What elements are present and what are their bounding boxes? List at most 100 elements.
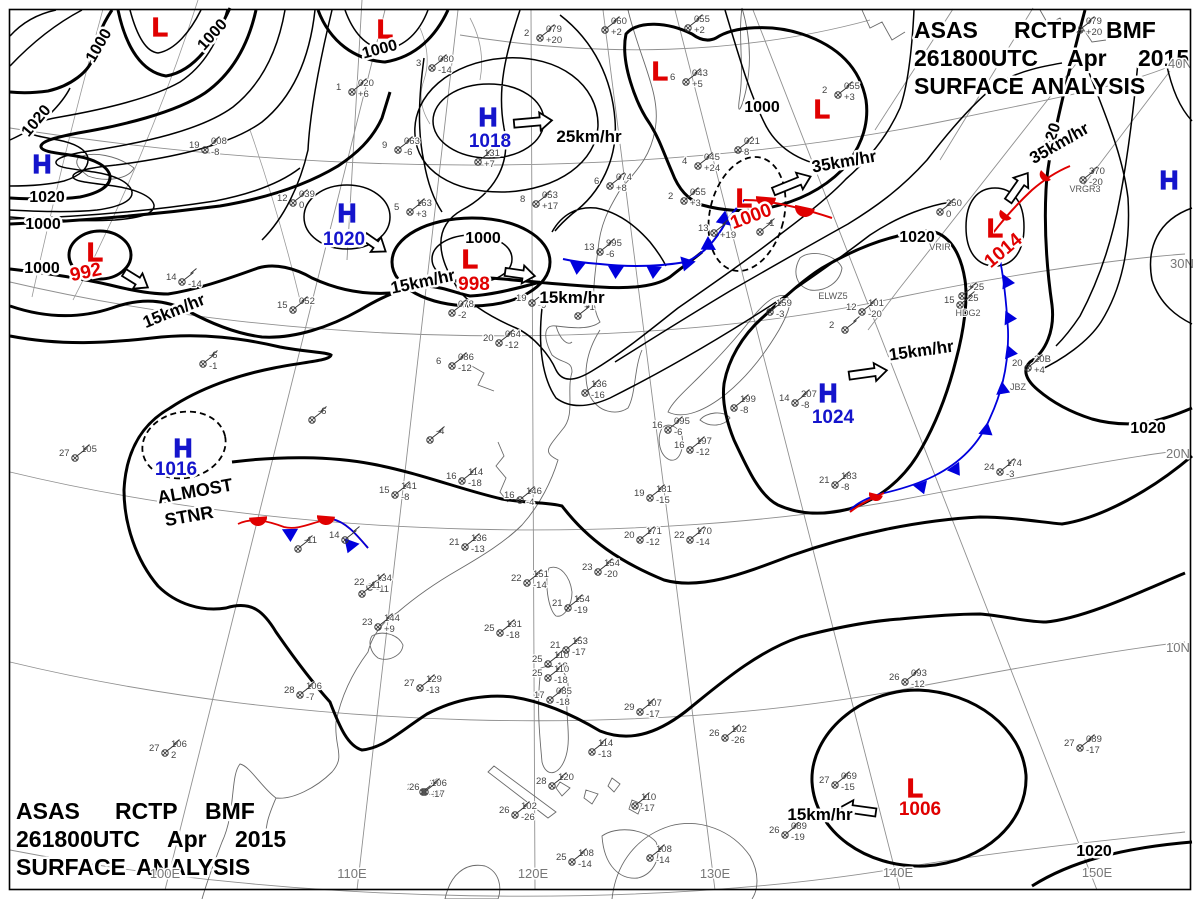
- svg-text:2015: 2015: [235, 826, 286, 852]
- svg-text:064: 064: [505, 329, 521, 340]
- svg-text:-17: -17: [1086, 745, 1100, 756]
- svg-text:13: 13: [584, 242, 595, 253]
- svg-text:-4: -4: [526, 497, 534, 508]
- svg-text:25km/hr: 25km/hr: [556, 127, 622, 146]
- svg-text:-15: -15: [656, 495, 670, 506]
- svg-text:20: 20: [483, 333, 494, 344]
- svg-text:16: 16: [674, 440, 685, 451]
- svg-text:25: 25: [532, 668, 543, 679]
- svg-text:15: 15: [944, 295, 955, 306]
- svg-text:28: 28: [536, 776, 547, 787]
- svg-text:+3: +3: [844, 92, 855, 103]
- svg-text:Apr: Apr: [1067, 45, 1107, 71]
- svg-text:26: 26: [889, 672, 900, 683]
- svg-text:144: 144: [384, 613, 400, 624]
- svg-text:16: 16: [504, 490, 515, 501]
- svg-text:1020: 1020: [899, 229, 935, 246]
- svg-text:-13: -13: [426, 685, 440, 696]
- svg-text:-14: -14: [578, 859, 592, 870]
- svg-text:-17: -17: [572, 647, 586, 658]
- svg-text:101: 101: [868, 298, 884, 309]
- svg-text:114: 114: [598, 738, 613, 749]
- svg-text:20: 20: [1012, 358, 1023, 369]
- svg-text:-18: -18: [554, 675, 568, 686]
- svg-text:25: 25: [484, 623, 495, 634]
- svg-text:29: 29: [407, 782, 418, 793]
- svg-text:-16: -16: [591, 390, 605, 401]
- svg-text:8: 8: [744, 147, 749, 158]
- svg-text:14: 14: [329, 530, 340, 541]
- svg-text:079: 079: [1086, 16, 1102, 27]
- svg-text:110E: 110E: [337, 866, 367, 881]
- svg-text:27: 27: [1064, 738, 1075, 749]
- svg-text:136: 136: [591, 379, 607, 390]
- svg-text:089: 089: [791, 821, 807, 832]
- svg-text:1020: 1020: [1130, 420, 1166, 437]
- svg-text:1020: 1020: [1076, 843, 1112, 860]
- svg-text:21: 21: [550, 640, 561, 651]
- svg-text:26: 26: [499, 805, 510, 816]
- svg-text:16: 16: [652, 420, 663, 431]
- svg-text:+19: +19: [720, 230, 736, 241]
- svg-text:L: L: [907, 773, 923, 803]
- svg-text:27: 27: [149, 743, 160, 754]
- svg-text:+20: +20: [546, 35, 562, 46]
- svg-text:22: 22: [511, 573, 522, 584]
- svg-text:-3: -3: [1006, 469, 1014, 480]
- svg-text:26: 26: [409, 782, 420, 793]
- svg-text:25: 25: [556, 852, 567, 863]
- svg-text:-11: -11: [368, 580, 381, 591]
- svg-text:108: 108: [578, 848, 594, 859]
- svg-text:130E: 130E: [700, 866, 731, 881]
- svg-text:15km/hr: 15km/hr: [539, 288, 605, 307]
- svg-text:40N: 40N: [1168, 56, 1192, 71]
- svg-text:-17: -17: [646, 709, 660, 720]
- svg-text:1020: 1020: [29, 189, 65, 206]
- svg-text:110: 110: [641, 792, 656, 803]
- svg-text:159: 159: [776, 298, 792, 309]
- svg-text:L: L: [814, 94, 830, 124]
- svg-text:-19: -19: [791, 832, 805, 843]
- svg-text:15: 15: [379, 485, 390, 496]
- svg-text:107: 107: [646, 698, 662, 709]
- svg-text:131: 131: [484, 148, 500, 159]
- svg-text:995: 995: [606, 238, 622, 249]
- svg-text:L: L: [152, 12, 168, 42]
- svg-text:039: 039: [299, 189, 315, 200]
- svg-text:19: 19: [189, 140, 200, 151]
- svg-text:2: 2: [171, 750, 176, 761]
- svg-text:-8: -8: [841, 482, 849, 493]
- svg-text:8: 8: [520, 194, 525, 205]
- svg-text:-12: -12: [458, 363, 472, 374]
- svg-text:-12: -12: [911, 679, 925, 690]
- svg-text:1000: 1000: [25, 216, 61, 233]
- svg-text:6: 6: [670, 72, 675, 83]
- svg-text:078: 078: [458, 299, 474, 310]
- svg-text:181: 181: [656, 484, 672, 495]
- svg-text:20N: 20N: [1166, 446, 1190, 461]
- svg-text:-14: -14: [696, 537, 710, 548]
- svg-text:H: H: [819, 378, 838, 408]
- svg-text:110: 110: [554, 650, 569, 661]
- svg-text:H: H: [33, 149, 52, 179]
- svg-text:-3: -3: [776, 309, 784, 320]
- svg-text:L: L: [907, 773, 923, 803]
- svg-text:-14: -14: [188, 279, 202, 290]
- svg-text:27: 27: [819, 775, 830, 786]
- svg-text:6: 6: [436, 356, 441, 367]
- svg-text:153: 153: [572, 636, 588, 647]
- svg-text:-12: -12: [646, 537, 660, 548]
- svg-text:30N: 30N: [1170, 256, 1194, 271]
- svg-text:1024: 1024: [812, 407, 855, 428]
- svg-text:-11: -11: [376, 584, 389, 595]
- svg-text:6: 6: [594, 176, 599, 187]
- svg-text:1: 1: [336, 82, 341, 93]
- svg-text:+20: +20: [1086, 27, 1102, 38]
- svg-text:ANALYSIS: ANALYSIS: [136, 854, 250, 880]
- svg-text:-20: -20: [604, 569, 618, 580]
- svg-text:-8: -8: [211, 147, 219, 158]
- svg-text:23: 23: [362, 617, 373, 628]
- svg-text:VRIR: VRIR: [929, 242, 951, 252]
- svg-text:19: 19: [516, 293, 527, 304]
- svg-text:106: 106: [306, 681, 322, 692]
